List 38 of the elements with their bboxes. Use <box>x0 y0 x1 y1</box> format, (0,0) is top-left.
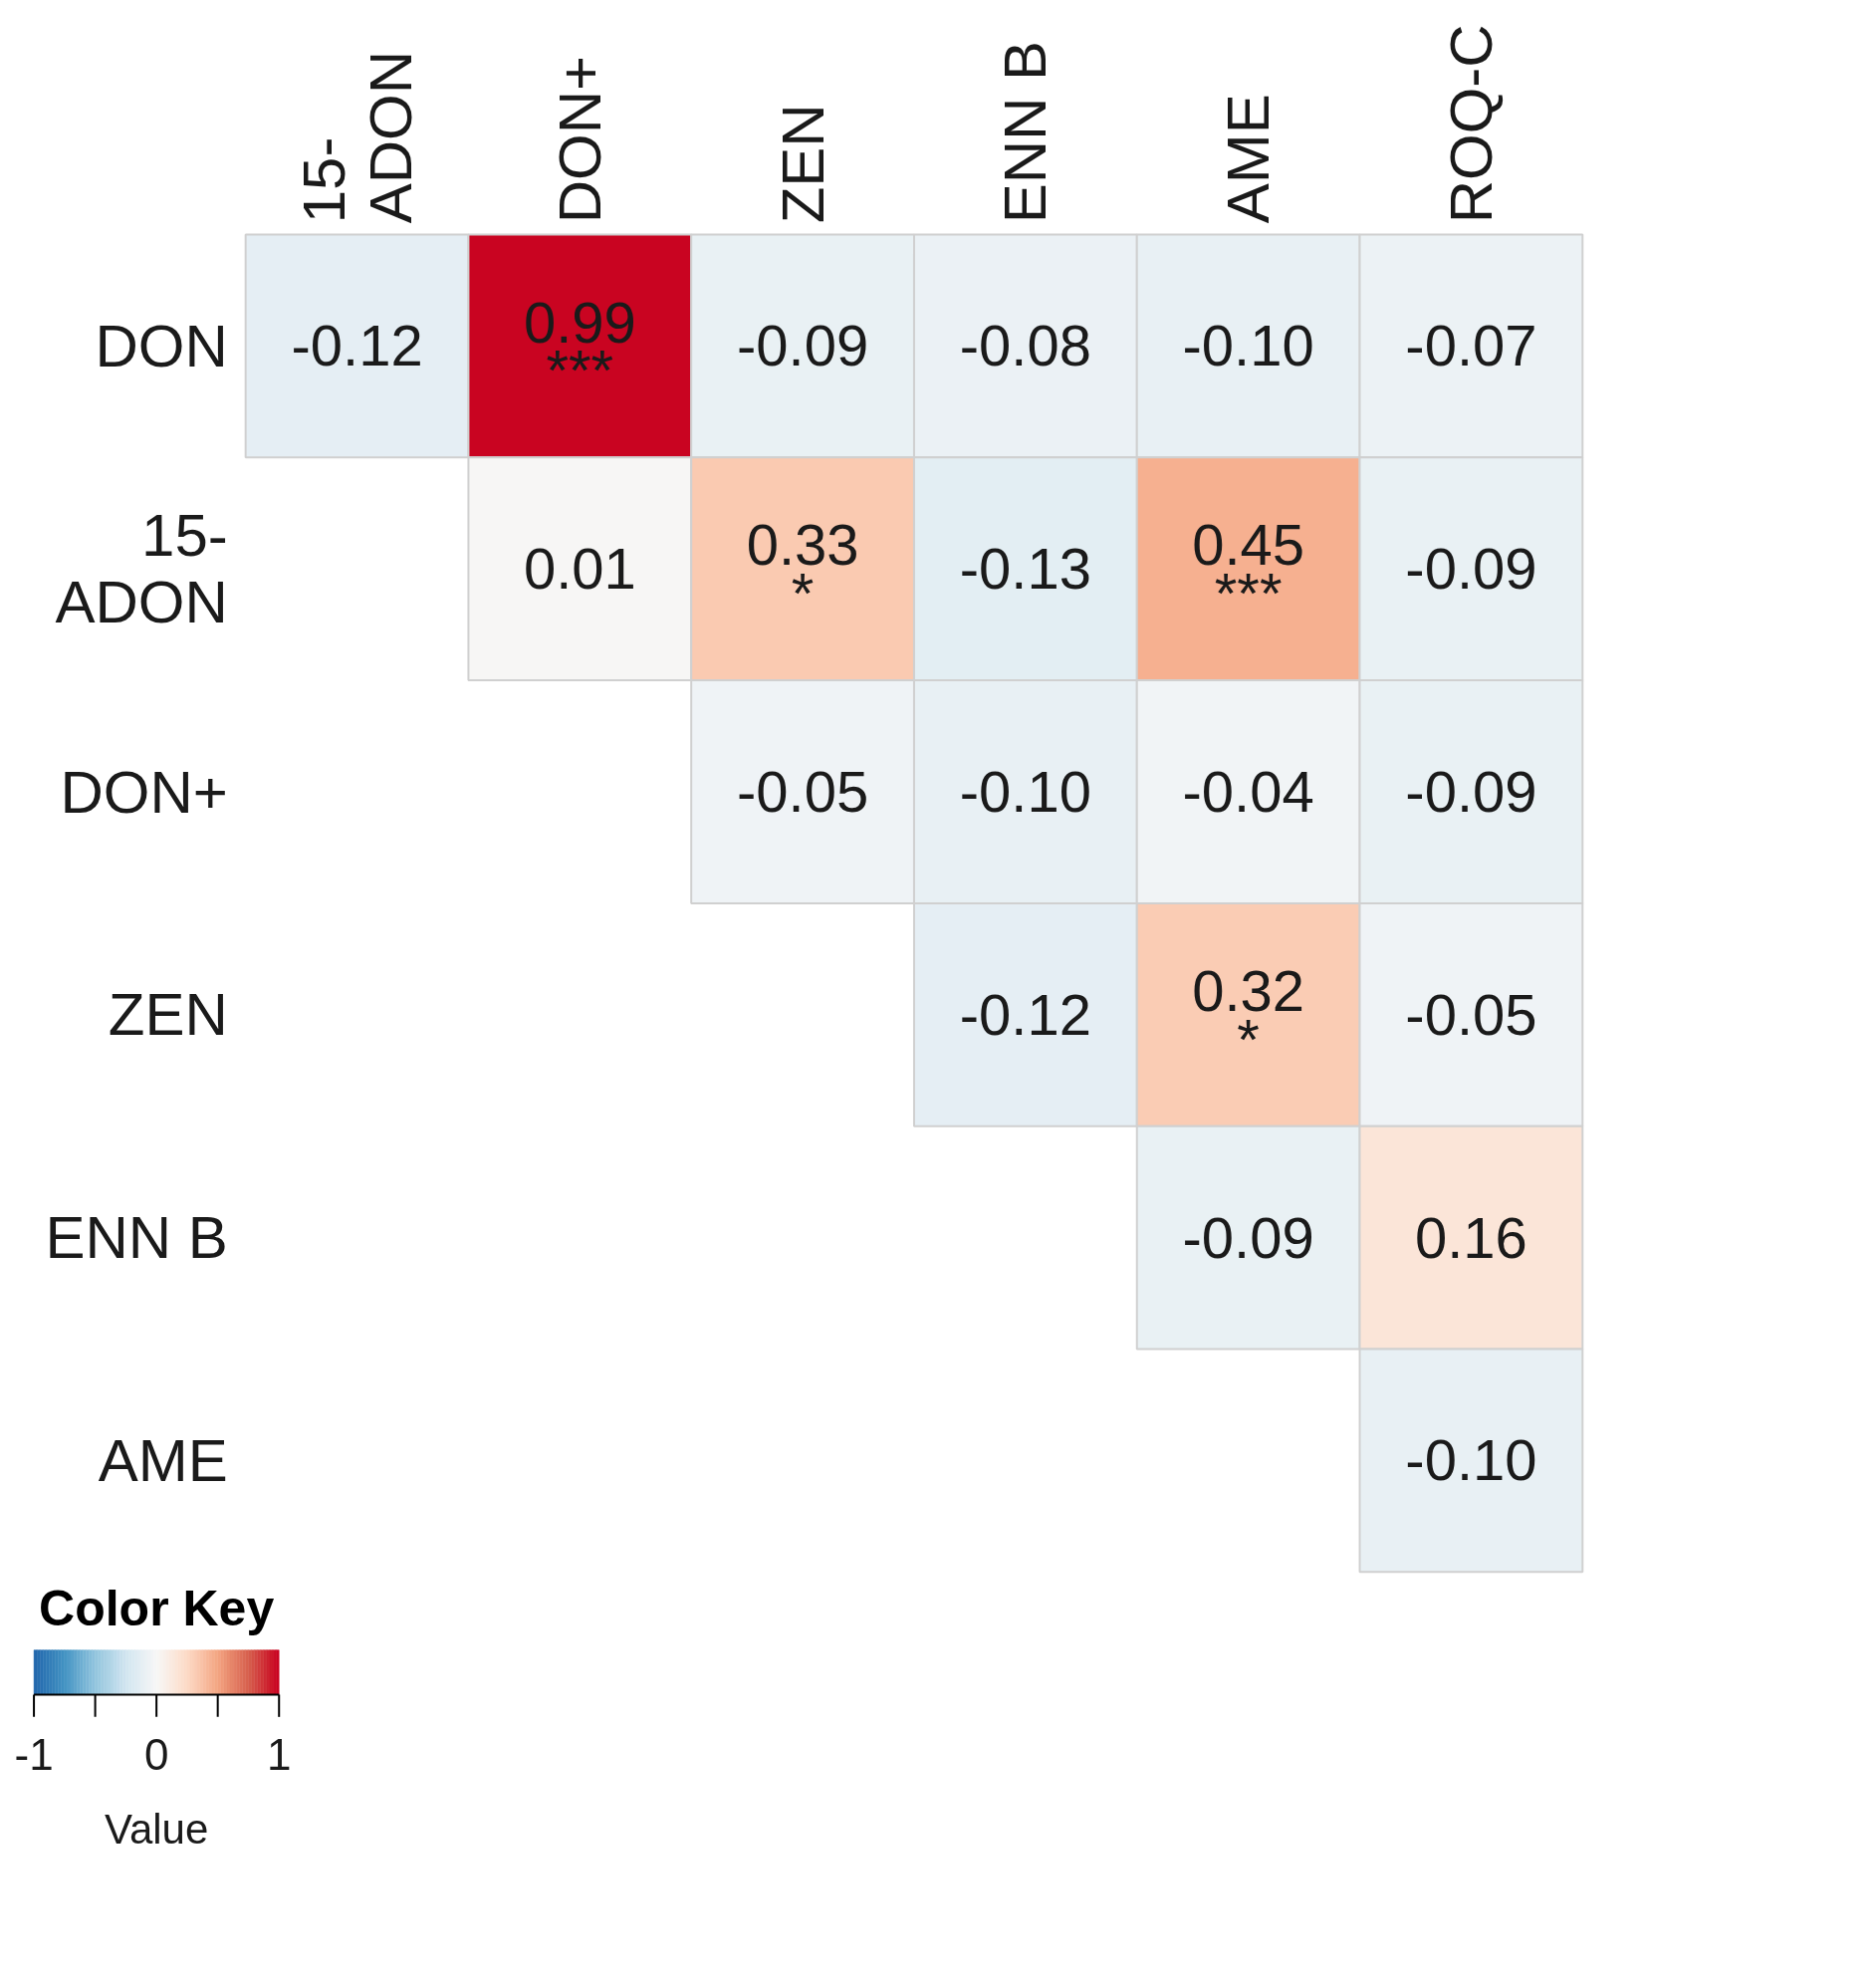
y-tick-label: DON+ <box>60 758 228 826</box>
y-tick-label: 15-ADON <box>55 502 228 636</box>
data-label: -0.05 <box>1405 981 1537 1047</box>
x-tick-label: AME <box>1215 94 1283 224</box>
data-label: -0.05 <box>736 759 869 825</box>
color-bar-label: 1 <box>266 1730 292 1780</box>
color-bar-label: 0 <box>143 1730 169 1780</box>
x-tick-label: DON+ <box>546 55 613 224</box>
data-label: -0.09 <box>1405 536 1537 602</box>
x-tick-label: 15-ADON <box>290 50 424 224</box>
data-label: -0.08 <box>959 313 1091 378</box>
data-label: -0.04 <box>1182 759 1314 825</box>
data-label: 0.01 <box>523 536 636 602</box>
data-label: -0.10 <box>1405 1427 1537 1493</box>
data-label: 0.32 * <box>1192 957 1305 1072</box>
color-bar-label: -1 <box>14 1730 54 1780</box>
data-label: -0.07 <box>1405 313 1537 378</box>
y-tick-label: AME <box>98 1426 228 1494</box>
x-tick-label: ZEN <box>769 104 836 224</box>
data-label: -0.09 <box>736 313 869 378</box>
y-tick-label: ENN B <box>45 1204 228 1272</box>
data-label: -0.13 <box>959 536 1091 602</box>
x-tick-label: ENN B <box>992 40 1059 224</box>
data-label: -0.10 <box>1182 313 1314 378</box>
y-tick-label: DON <box>95 312 228 379</box>
data-label: 0.33 * <box>746 512 859 626</box>
data-label: 0.99 *** <box>523 289 636 403</box>
data-label: -0.12 <box>959 981 1091 1047</box>
x-tick-label: ROQ-C <box>1437 24 1505 224</box>
legend-title: Color Key <box>39 1581 275 1637</box>
data-label: -0.10 <box>959 759 1091 825</box>
data-label: -0.09 <box>1182 1204 1314 1270</box>
color-bar-title: Value <box>104 1806 209 1854</box>
data-label: 0.16 <box>1414 1204 1527 1270</box>
data-label: 0.45 *** <box>1192 512 1305 626</box>
data-label: -0.09 <box>1405 759 1537 825</box>
y-tick-label: ZEN <box>108 981 228 1049</box>
data-label: -0.12 <box>291 313 423 378</box>
